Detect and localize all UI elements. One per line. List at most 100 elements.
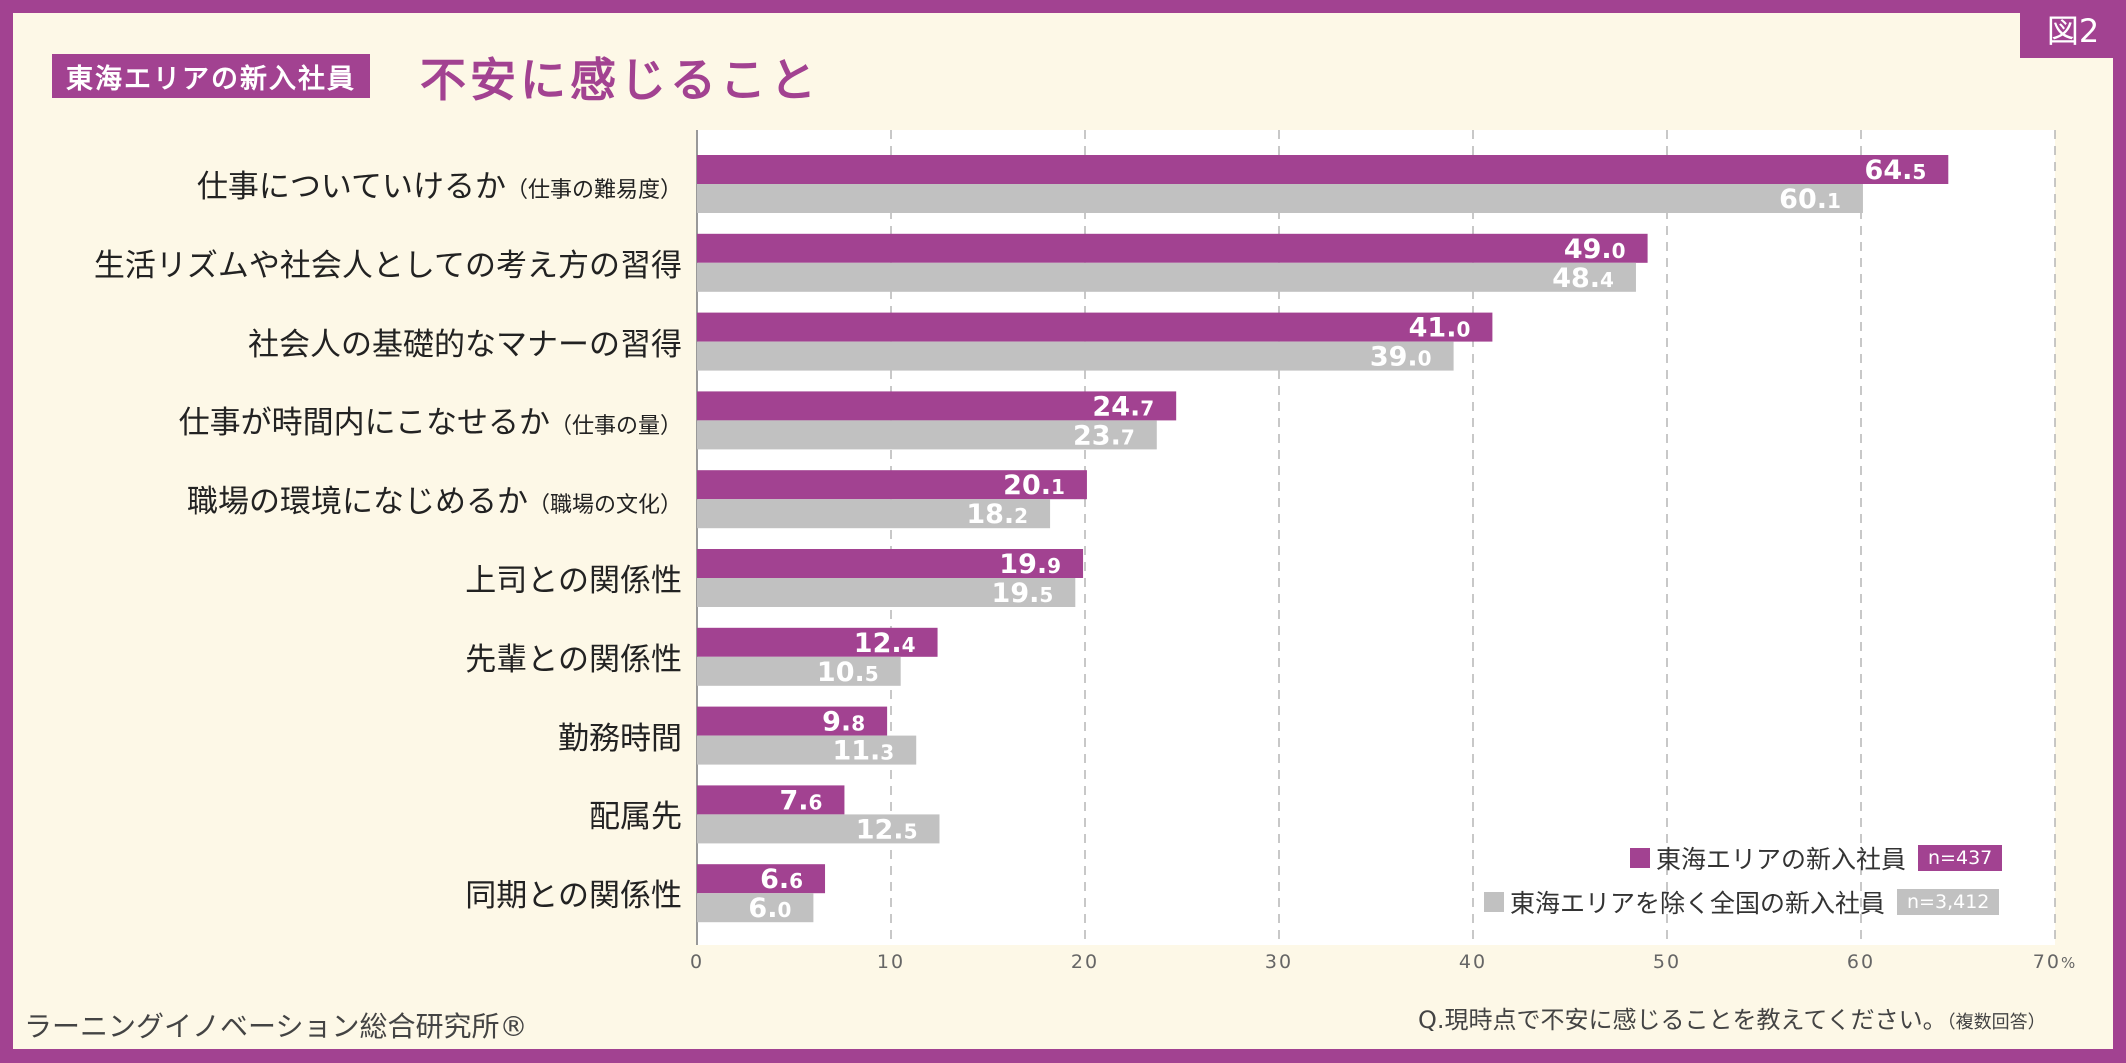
data-label-s2-c3: 39.0: [1370, 342, 1432, 373]
data-label-s1-c5: 20.1: [1003, 470, 1065, 501]
data-label-s1-c6: 19.9: [999, 549, 1061, 580]
x-tick-label-70: 70%: [2033, 951, 2077, 973]
data-label-decimal: 5: [904, 819, 918, 843]
bar-s1-c8: [697, 706, 888, 736]
category-label-3: 社会人の基礎的なマナーの習得: [22, 319, 682, 364]
data-label-s1-c8: 9.8: [822, 707, 865, 738]
data-label-s2-c5: 18.2: [966, 499, 1028, 530]
legend-item-national: 東海エリアを除く全国の新入社員 n=3,412: [1484, 884, 2000, 920]
data-label-s1-c4: 24.7: [1092, 391, 1154, 422]
data-label-s1-c9: 7.6: [779, 785, 822, 816]
data-label-decimal: 0: [1418, 347, 1432, 371]
data-label-decimal: 1: [1827, 189, 1841, 213]
legend-label-national: 東海エリアを除く全国の新入社員: [1510, 889, 1886, 918]
question-note: （複数回答）: [1946, 1012, 2046, 1033]
category-label-note: （仕事の難易度）: [505, 178, 682, 203]
data-label-decimal: 1: [1051, 475, 1065, 499]
category-label-note: （仕事の量）: [549, 414, 682, 440]
data-label-s2-c6: 19.5: [992, 578, 1054, 609]
data-label-decimal: 7: [1140, 396, 1154, 420]
data-label-decimal: 9: [1047, 554, 1061, 578]
category-label-5: 職場の環境になじめるか（職場の文化）: [22, 476, 682, 521]
bar-s1-c3: [697, 312, 1493, 342]
bar-s1-c1: [697, 155, 1949, 184]
x-tick-label-40: 40: [1459, 951, 1487, 973]
legend-swatch-national: [1484, 892, 1504, 912]
data-label-decimal: 2: [1014, 504, 1028, 528]
bar-s2-c5: [697, 499, 1051, 529]
data-label-s1-c7: 12.4: [854, 628, 916, 659]
data-label-s2-c4: 23.7: [1073, 420, 1135, 451]
category-label-7: 先輩との関係性: [22, 634, 682, 679]
category-label-main: 勤務時間: [558, 720, 682, 757]
bar-s2-c2: [697, 262, 1636, 292]
data-label-decimal: 4: [1600, 268, 1614, 292]
x-tick-label-60: 60: [1847, 951, 1875, 973]
figure-tag: 図2: [2020, 0, 2126, 58]
bar-s2-c3: [697, 341, 1454, 371]
category-label-main: 社会人の基礎的なマナーの習得: [248, 326, 682, 363]
bar-s1-c2: [697, 233, 1648, 263]
category-label-main: 職場の環境になじめるか: [186, 484, 528, 521]
bar-s1-c5: [697, 470, 1087, 500]
category-label-main: 生活リズムや社会人としての考え方の習得: [93, 247, 682, 284]
data-label-s2-c10: 6.0: [748, 893, 791, 924]
title-badge: 東海エリアの新入社員: [52, 54, 370, 98]
data-label-s1-c2: 49.0: [1564, 234, 1626, 265]
bar-s2-c4: [697, 420, 1157, 450]
data-label-decimal: 5: [1912, 160, 1926, 184]
data-label-decimal: 5: [865, 662, 879, 686]
bar-s2-c7: [697, 656, 901, 686]
category-label-main: 上司との関係性: [465, 563, 682, 599]
category-label-main: 先輩との関係性: [465, 641, 682, 678]
legend-swatch-tokai: [1630, 848, 1650, 868]
category-label-9: 配属先: [22, 791, 682, 836]
data-label-decimal: 0: [1456, 318, 1470, 342]
data-label-decimal: 7: [1121, 425, 1135, 449]
legend-item-tokai: 東海エリアの新入社員 n=437: [1630, 840, 2003, 876]
source-credit: ラーニングイノベーション総合研究所®: [24, 1010, 528, 1043]
data-label-decimal: 6: [809, 790, 823, 814]
question-main: Q.現時点で不安に感じることを教えてください。: [1418, 1006, 1947, 1034]
legend-label-tokai: 東海エリアの新入社員: [1656, 845, 1907, 874]
bar-s1-c7: [697, 627, 938, 657]
data-label-s1-c1: 64.5: [1865, 155, 1927, 186]
data-label-s2-c9: 12.5: [856, 814, 918, 845]
x-tick-unit: %: [2061, 954, 2077, 972]
x-tick-label-50: 50: [1653, 951, 1681, 973]
data-label-s2-c1: 60.1: [1779, 184, 1841, 215]
chart-title: 不安に感じること: [420, 53, 820, 107]
bar-s1-c10: [697, 864, 826, 894]
data-label-decimal: 8: [851, 712, 865, 736]
x-tick-label-10: 10: [877, 951, 905, 973]
bar-s1-c9: [697, 785, 845, 815]
category-label-4: 仕事が時間内にこなせるか（仕事の量）: [22, 397, 682, 442]
bar-s2-c8: [697, 735, 917, 765]
category-label-10: 同期との関係性: [22, 870, 682, 915]
category-label-6: 上司との関係性: [22, 555, 682, 600]
category-label-main: 仕事についていけるか: [196, 169, 506, 205]
data-label-decimal: 4: [902, 633, 916, 657]
legend-n-tokai: n=437: [1918, 845, 2003, 871]
data-label-decimal: 0: [777, 898, 791, 922]
bar-s2-c9: [697, 814, 940, 844]
bar-s2-c6: [697, 578, 1076, 607]
data-label-decimal: 3: [880, 741, 894, 765]
category-label-main: 同期との関係性: [465, 878, 682, 915]
bar-s1-c4: [697, 391, 1177, 421]
data-label-decimal: 6: [789, 869, 803, 893]
x-tick-label-30: 30: [1265, 951, 1293, 973]
data-label-s1-c10: 6.6: [760, 864, 803, 895]
category-label-main: 仕事が時間内にこなせるか: [178, 405, 550, 442]
bar-s2-c1: [697, 184, 1863, 213]
category-label-note: （職場の文化）: [527, 493, 682, 519]
question-text: Q.現時点で不安に感じることを教えてください。（複数回答）: [1418, 1000, 2046, 1035]
data-label-s2-c7: 10.5: [817, 657, 879, 688]
category-label-1: 仕事についていけるか（仕事の難易度）: [22, 161, 682, 206]
bar-s2-c10: [697, 893, 814, 923]
x-tick-label-20: 20: [1071, 951, 1099, 973]
category-label-2: 生活リズムや社会人としての考え方の習得: [22, 240, 682, 285]
data-label-s2-c8: 11.3: [832, 736, 894, 767]
category-label-8: 勤務時間: [22, 713, 682, 758]
